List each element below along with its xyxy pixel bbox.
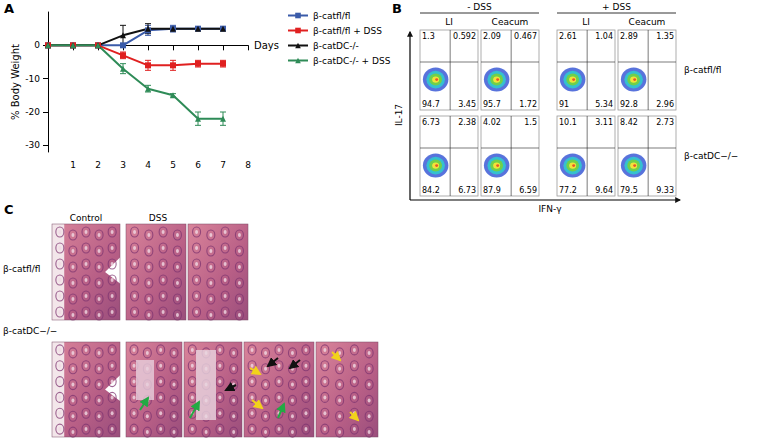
svg-text:2.96: 2.96 (656, 100, 674, 109)
svg-text:8: 8 (245, 160, 251, 170)
svg-text:β-catfl/fl: β-catfl/fl (684, 65, 721, 75)
svg-text:A: A (4, 1, 14, 16)
svg-text:% Body Weight: % Body Weight (10, 44, 21, 120)
svg-text:0: 0 (34, 40, 40, 50)
svg-text:β-catDC−/−: β-catDC−/− (3, 326, 57, 336)
svg-text:β-catDC-/-: β-catDC-/- (313, 41, 359, 51)
svg-text:Days: Days (254, 40, 279, 51)
svg-text:6: 6 (195, 160, 201, 170)
svg-text:77.2: 77.2 (559, 186, 577, 195)
svg-text:0.467: 0.467 (514, 32, 537, 41)
svg-text:1.72: 1.72 (519, 100, 537, 109)
svg-text:β-catDC−/−: β-catDC−/− (684, 151, 738, 161)
svg-text:Control: Control (70, 213, 103, 223)
svg-text:C: C (4, 202, 14, 217)
svg-text:95.7: 95.7 (483, 100, 501, 109)
svg-text:2.09: 2.09 (483, 32, 501, 41)
svg-text:β-catfl/fl + DSS: β-catfl/fl + DSS (313, 26, 382, 36)
svg-text:1.5: 1.5 (524, 118, 537, 127)
svg-text:LI: LI (445, 17, 453, 27)
svg-text:0.592: 0.592 (453, 32, 476, 41)
svg-text:2.89: 2.89 (620, 32, 638, 41)
svg-text:84.2: 84.2 (422, 186, 440, 195)
svg-text:LI: LI (582, 17, 590, 27)
svg-text:1: 1 (70, 160, 76, 170)
svg-text:9.64: 9.64 (595, 186, 613, 195)
svg-text:-10: -10 (25, 74, 40, 84)
svg-text:9.33: 9.33 (656, 186, 674, 195)
svg-text:91: 91 (559, 100, 569, 109)
svg-text:Ceacum: Ceacum (629, 17, 666, 27)
svg-text:- DSS: - DSS (467, 2, 492, 12)
svg-text:4.02: 4.02 (483, 118, 501, 127)
svg-text:+ DSS: + DSS (602, 2, 631, 12)
svg-text:79.5: 79.5 (620, 186, 638, 195)
svg-text:2.61: 2.61 (559, 32, 577, 41)
svg-text:8.42: 8.42 (620, 118, 638, 127)
svg-text:-30: -30 (25, 140, 40, 150)
svg-text:87.9: 87.9 (483, 186, 501, 195)
svg-text:5: 5 (170, 160, 176, 170)
svg-text:6.59: 6.59 (519, 186, 537, 195)
svg-text:6.73: 6.73 (458, 186, 476, 195)
svg-text:94.7: 94.7 (422, 100, 440, 109)
svg-text:B: B (392, 1, 402, 16)
svg-text:IFN-γ: IFN-γ (538, 204, 562, 214)
svg-text:β-catfl/fl: β-catfl/fl (3, 264, 40, 274)
svg-text:β-catfl/fl: β-catfl/fl (313, 11, 350, 21)
svg-text:IL-17: IL-17 (394, 104, 404, 126)
svg-text:6.73: 6.73 (422, 118, 440, 127)
svg-text:3.11: 3.11 (595, 118, 613, 127)
svg-text:2: 2 (95, 160, 101, 170)
svg-text:5.34: 5.34 (595, 100, 613, 109)
svg-text:92.8: 92.8 (620, 100, 638, 109)
svg-text:Ceacum: Ceacum (492, 17, 529, 27)
svg-text:4: 4 (145, 160, 151, 170)
svg-text:7: 7 (220, 160, 226, 170)
svg-text:-20: -20 (25, 107, 40, 117)
svg-text:3.45: 3.45 (458, 100, 476, 109)
svg-text:3: 3 (120, 160, 126, 170)
svg-text:2.73: 2.73 (656, 118, 674, 127)
svg-text:DSS: DSS (149, 213, 168, 223)
svg-text:1.3: 1.3 (422, 32, 435, 41)
svg-text:β-catDC-/- + DSS: β-catDC-/- + DSS (313, 56, 391, 66)
svg-text:2.38: 2.38 (458, 118, 476, 127)
svg-text:10.1: 10.1 (559, 118, 577, 127)
svg-text:1.35: 1.35 (656, 32, 674, 41)
svg-text:1.04: 1.04 (595, 32, 613, 41)
